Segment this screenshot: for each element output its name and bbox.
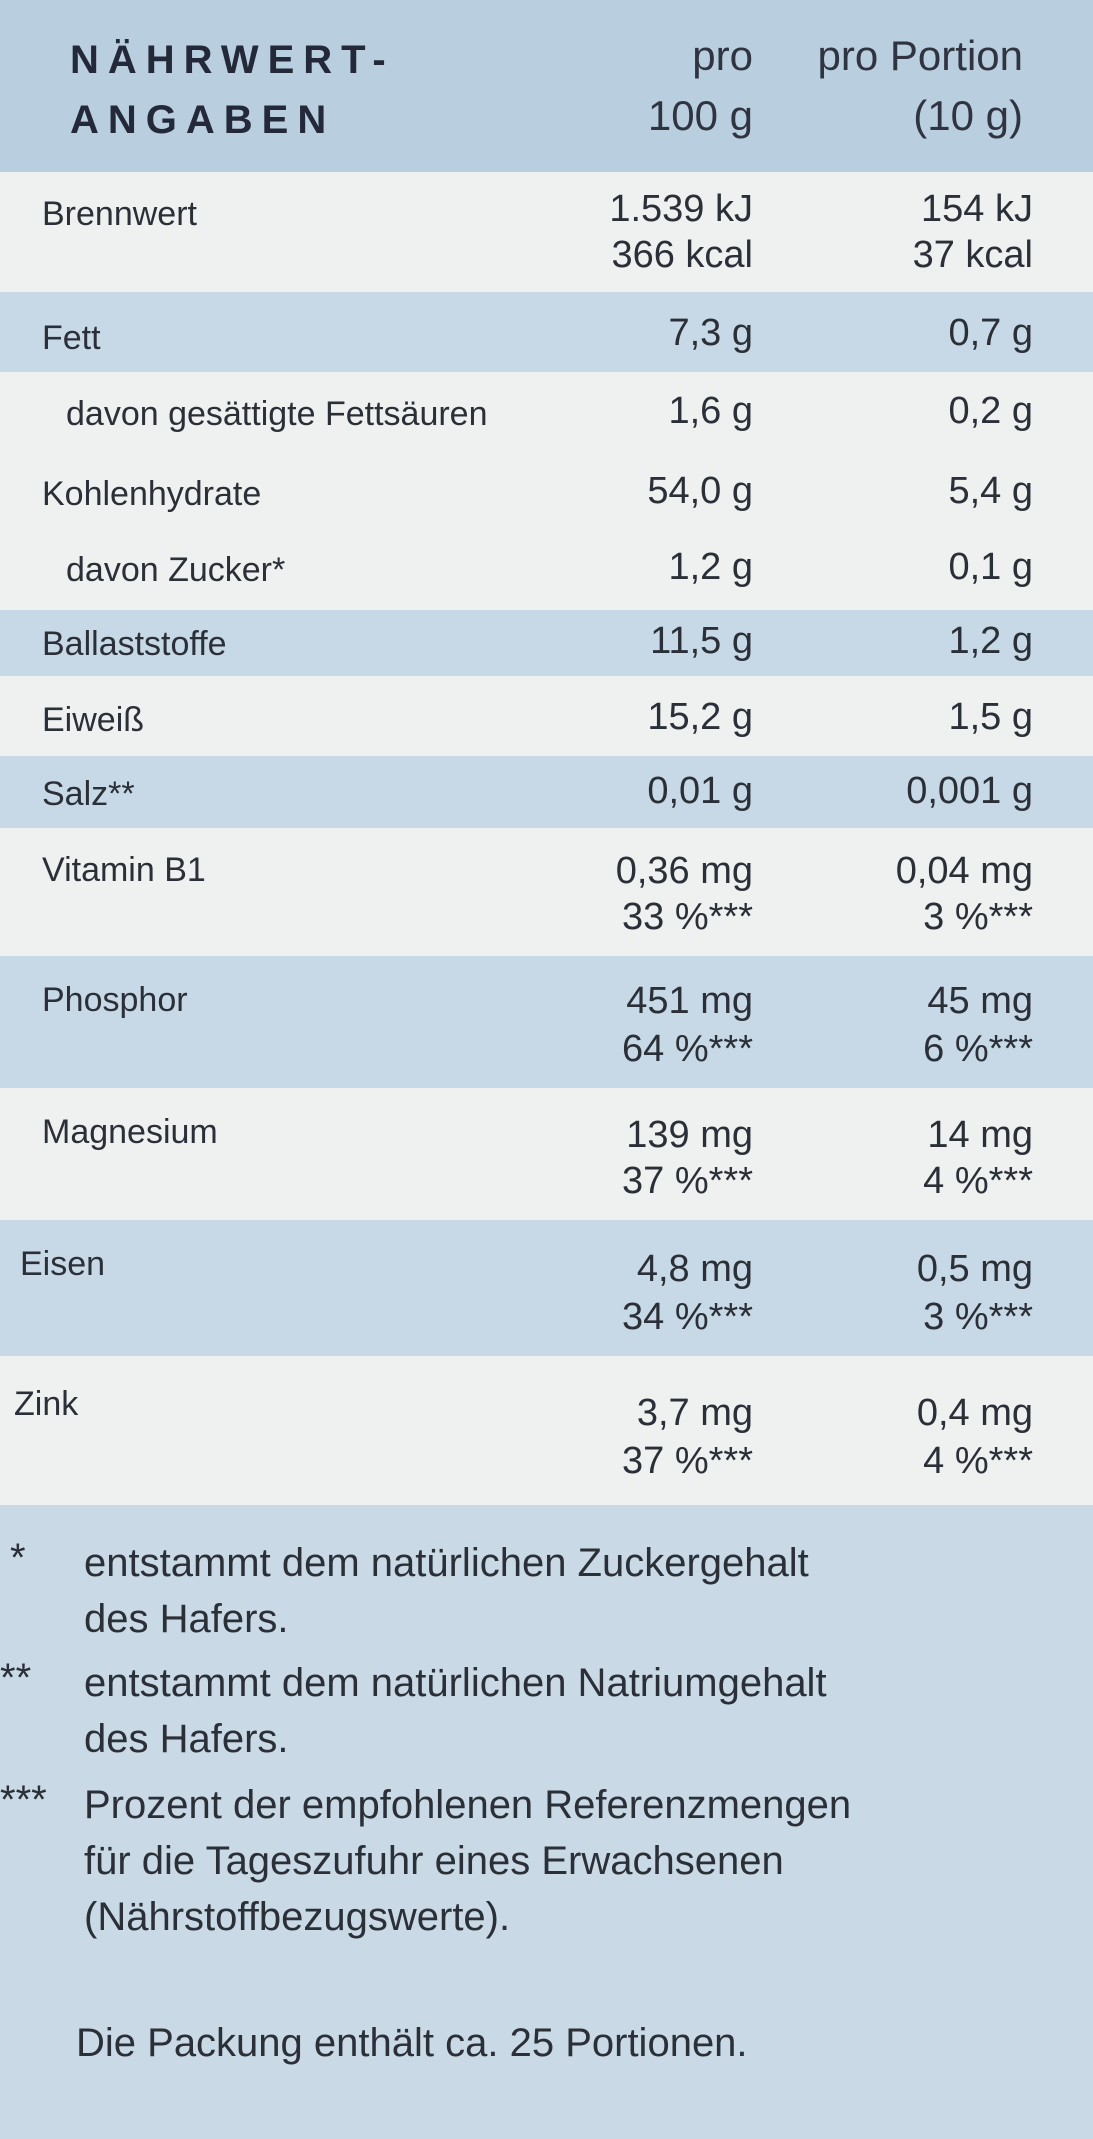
row-label: Eisen [20,1245,106,1283]
footnote-3-line-1: Prozent der empfohlenen Referenzmengen [84,1783,852,1827]
value-per-portion: 0,5 mg [916,1248,1033,1290]
table-row: Eisen 4,8 mg 34 %*** 0,5 mg 3 %*** [0,1220,1093,1356]
value-per-portion: 0,4 mg [916,1392,1033,1434]
table-row: Fett 7,3 g 0,7 g [0,292,1093,372]
value-per-100g: 11,5 g [650,620,753,662]
footnote-1: entstammt dem natürlichen Zuckergehalt d… [84,1535,1064,1647]
footnote-2: entstammt dem natürlichen Natriumgehalt … [84,1655,1064,1767]
value-per-100g-secondary: 33 %*** [622,896,753,938]
value-per-portion: 1,5 g [948,696,1033,738]
value-per-100g: 0,36 mg [615,850,753,892]
table-row: Kohlenhydrate 54,0 g 5,4 g [0,452,1093,532]
column-header-per-100g-line-1: pro [692,32,753,79]
value-per-portion: 0,7 g [948,312,1033,354]
table-row: Phosphor 451 mg 64 %*** 45 mg 6 %*** [0,956,1093,1088]
footnote-1-line-2: des Hafers. [84,1597,289,1641]
row-label: Ballaststoffe [42,625,227,663]
table-row: Magnesium 139 mg 37 %*** 14 mg 4 %*** [0,1088,1093,1220]
row-label: Zink [14,1385,79,1423]
value-per-100g-secondary: 34 %*** [622,1296,753,1338]
value-per-portion: 0,001 g [906,770,1033,812]
value-per-100g: 7,3 g [668,312,753,354]
row-label: davon Zucker* [66,551,286,589]
value-per-100g: 1.539 kJ [609,188,753,230]
value-per-100g-secondary: 37 %*** [622,1160,753,1202]
column-header-per-100g-line-2: 100 g [647,92,753,139]
value-per-100g: 0,01 g [647,770,753,812]
footnote-3: Prozent der empfohlenen Referenzmengen f… [84,1777,1064,1945]
table-title: NÄHRWERT- ANGABEN [70,30,395,150]
value-per-portion-secondary: 4 %*** [923,1440,1033,1482]
value-per-portion-secondary: 3 %*** [923,1296,1033,1338]
value-per-portion-secondary: 3 %*** [923,896,1033,938]
value-per-portion-secondary: 37 kcal [912,234,1033,276]
row-label: Eiweiß [42,701,145,739]
value-per-100g: 3,7 mg [636,1392,753,1434]
row-label: davon gesättigte Fettsäuren [66,395,488,433]
value-per-100g: 139 mg [626,1114,753,1156]
value-per-100g-secondary: 64 %*** [622,1028,753,1070]
value-per-100g: 451 mg [626,980,753,1022]
row-label: Phosphor [42,981,188,1019]
title-line-1: NÄHRWERT- [70,38,395,82]
value-per-100g: 15,2 g [647,696,753,738]
footnote-mark: * [10,1536,26,1580]
value-per-100g-secondary: 366 kcal [611,234,753,276]
value-per-100g: 54,0 g [647,470,753,512]
package-note: Die Packung enthält ca. 25 Portionen. [76,2021,748,2065]
column-header-per-100g: pro 100 g [493,26,753,146]
value-per-portion: 1,2 g [948,620,1033,662]
row-label: Kohlenhydrate [42,475,262,513]
table-row: Brennwert 1.539 kJ 366 kcal 154 kJ 37 kc… [0,172,1093,292]
footnote-3-line-3: (Nährstoffbezugswerte). [84,1895,511,1939]
row-label: Magnesium [42,1113,218,1151]
title-line-2: ANGABEN [70,98,336,142]
value-per-100g: 1,6 g [668,390,753,432]
row-label: Fett [42,319,101,357]
value-per-portion: 14 mg [927,1114,1033,1156]
footnote-mark: ** [0,1656,32,1700]
footnote-3-line-2: für die Tageszufuhr eines Erwachsenen [84,1839,784,1883]
footnote-2-line-1: entstammt dem natürlichen Natriumgehalt [84,1661,827,1705]
value-per-portion: 154 kJ [921,188,1033,230]
column-header-per-portion: pro Portion (10 g) [743,26,1023,146]
row-label: Salz** [42,775,135,813]
value-per-portion: 5,4 g [948,470,1033,512]
footnote-1-line-1: entstammt dem natürlichen Zuckergehalt [84,1541,809,1585]
value-per-100g-secondary: 37 %*** [622,1440,753,1482]
table-row: Ballaststoffe 11,5 g 1,2 g [0,610,1093,676]
row-label: Vitamin B1 [42,851,206,889]
table-row: Salz** 0,01 g 0,001 g [0,756,1093,828]
value-per-portion: 0,04 mg [895,850,1033,892]
table-row: davon Zucker* 1,2 g 0,1 g [0,532,1093,610]
value-per-portion: 0,2 g [948,390,1033,432]
column-header-per-portion-line-2: (10 g) [913,92,1023,139]
footnote-mark: *** [0,1778,47,1822]
value-per-100g: 1,2 g [668,546,753,588]
table-header: NÄHRWERT- ANGABEN pro 100 g pro Portion … [0,0,1093,172]
column-header-per-portion-line-1: pro Portion [817,32,1023,79]
value-per-portion-secondary: 4 %*** [923,1160,1033,1202]
table-row: davon gesättigte Fettsäuren 1,6 g 0,2 g [0,372,1093,452]
row-label: Brennwert [42,195,197,233]
footnote-2-line-2: des Hafers. [84,1717,289,1761]
footnotes-section: * entstammt dem natürlichen Zuckergehalt… [0,1505,1093,2139]
table-row: Zink 3,7 mg 37 %*** 0,4 mg 4 %*** [0,1356,1093,1505]
value-per-100g: 4,8 mg [636,1248,753,1290]
value-per-portion-secondary: 6 %*** [923,1028,1033,1070]
value-per-portion: 0,1 g [948,546,1033,588]
table-row: Eiweiß 15,2 g 1,5 g [0,676,1093,756]
table-row: Vitamin B1 0,36 mg 33 %*** 0,04 mg 3 %**… [0,828,1093,956]
value-per-portion: 45 mg [927,980,1033,1022]
